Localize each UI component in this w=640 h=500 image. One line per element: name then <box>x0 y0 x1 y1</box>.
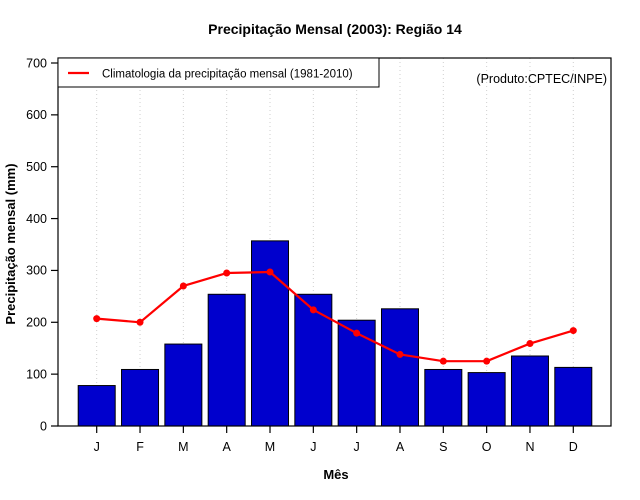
bar-D-12 <box>554 366 593 427</box>
x-tick-label: M <box>265 440 275 454</box>
bar-series <box>77 240 593 427</box>
y-tick-label: 700 <box>26 56 47 70</box>
bar-S-9 <box>424 368 463 427</box>
y-tick-label: 0 <box>40 419 47 433</box>
climatology-point-11 <box>526 340 534 348</box>
climatology-point-7 <box>353 329 361 337</box>
bar-M-3 <box>164 343 203 427</box>
bar-F-2 <box>121 368 160 427</box>
climatology-line <box>96 270 574 363</box>
x-tick-label: S <box>439 440 447 454</box>
x-tick-label: J <box>354 440 360 454</box>
bar-A-8 <box>380 308 419 427</box>
climatology-point-12 <box>569 327 577 335</box>
x-tick-label: D <box>569 440 578 454</box>
climatology-point-9 <box>439 357 447 365</box>
x-tick-label: O <box>482 440 492 454</box>
x-tick-label: A <box>396 440 405 454</box>
x-tick-label: M <box>178 440 188 454</box>
climatology-point-8 <box>396 350 404 358</box>
bar-O-10 <box>467 372 506 427</box>
watermark: (Produto:CPTEC/INPE) <box>476 72 607 86</box>
x-tick-label: F <box>136 440 144 454</box>
gridlines <box>96 58 574 426</box>
legend-label: Climatologia da precipitação mensal (198… <box>102 69 353 81</box>
climatology-line-series <box>93 268 577 365</box>
x-axis-label: Mês <box>323 467 348 482</box>
climatology-point-6 <box>309 306 317 314</box>
legend-box <box>57 57 380 88</box>
y-tick-label: 200 <box>26 316 47 330</box>
bar-J-1 <box>77 385 116 427</box>
bar-N-11 <box>510 355 549 427</box>
x-tick-label: J <box>310 440 316 454</box>
y-axis-label: Precipitação mensal (mm) <box>3 163 18 324</box>
legend: Climatologia da precipitação mensal (198… <box>57 57 380 88</box>
climatology-point-2 <box>136 318 144 326</box>
y-axis: 0 100 200 300 400 500 600 700 <box>26 56 58 433</box>
y-tick-label: 300 <box>26 264 47 278</box>
climatology-point-5 <box>266 268 274 276</box>
x-tick-label: A <box>223 440 232 454</box>
climatology-point-1 <box>93 315 101 323</box>
climatology-point-10 <box>483 357 491 365</box>
bar-A-4 <box>207 293 246 427</box>
x-tick-label: J <box>94 440 100 454</box>
bar-J-6 <box>294 293 333 427</box>
chart-title: Precipitação Mensal (2003): Região 14 <box>208 21 462 37</box>
climatology-point-3 <box>179 282 187 290</box>
x-tick-label: N <box>525 440 534 454</box>
y-tick-label: 500 <box>26 160 47 174</box>
y-tick-label: 100 <box>26 367 47 381</box>
y-tick-label: 600 <box>26 108 47 122</box>
y-tick-label: 400 <box>26 212 47 226</box>
climatology-point-4 <box>223 269 231 277</box>
